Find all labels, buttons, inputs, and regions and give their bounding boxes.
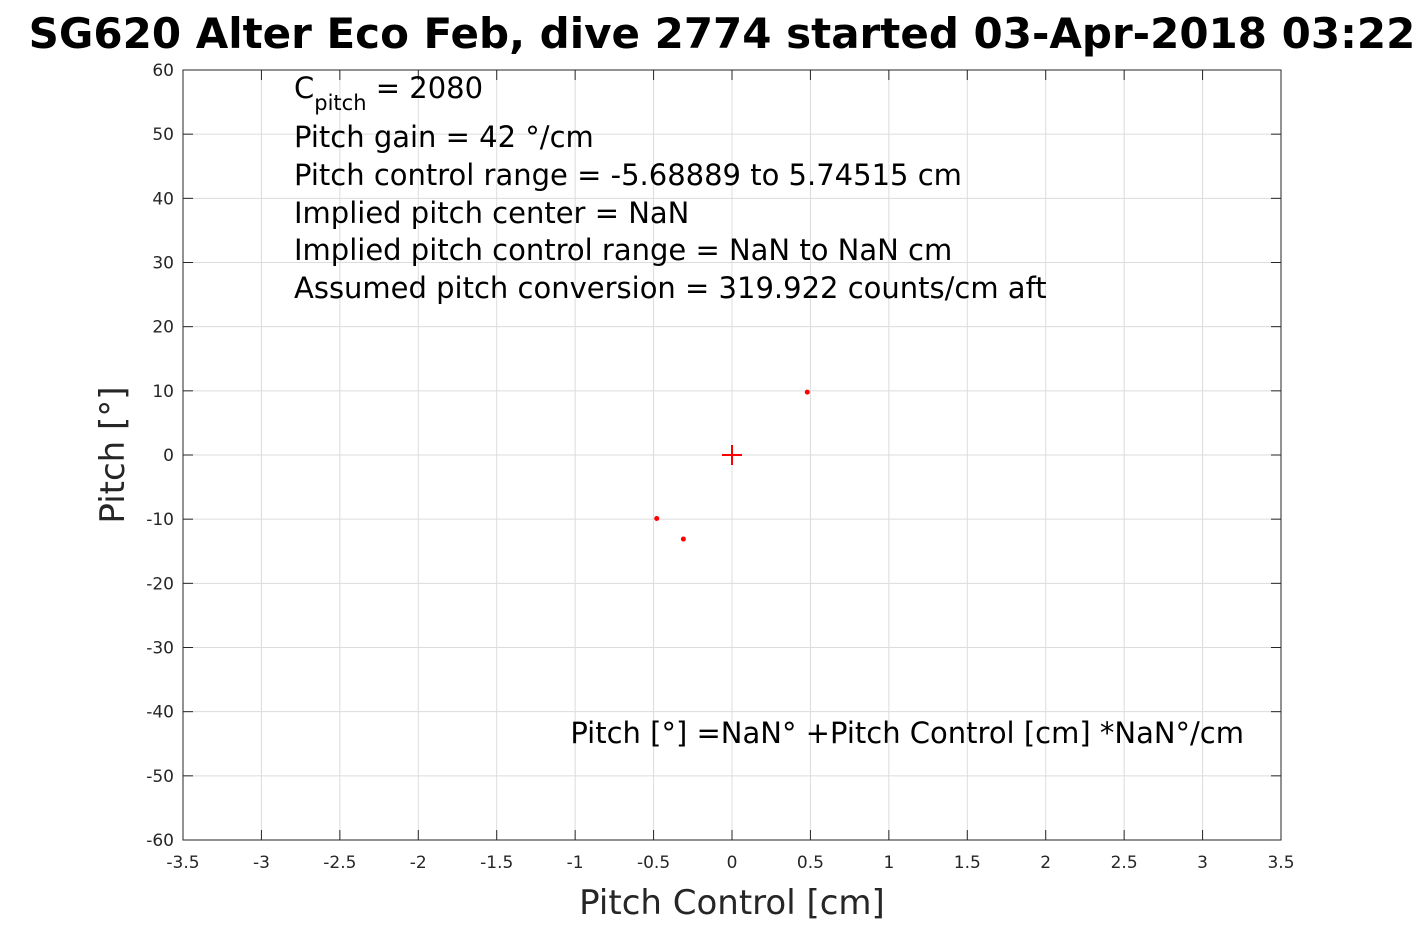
x-tick-label: 3.5 [1267, 853, 1294, 873]
y-tick-label: 30 [152, 254, 174, 274]
implied-center-annotation: Implied pitch center = NaN [294, 196, 689, 230]
c-pitch-value: = 2080 [367, 71, 484, 105]
x-tick-label: 0 [727, 853, 738, 873]
y-tick-label: -30 [146, 639, 174, 659]
x-tick-label: -1.5 [480, 853, 513, 873]
y-tick-label: -40 [146, 703, 174, 723]
x-tick-label: -1 [567, 853, 584, 873]
x-tick-label: 1 [883, 853, 894, 873]
pitch-gain-annotation: Pitch gain = 42 °/cm [294, 120, 594, 154]
y-tick-label: 10 [152, 382, 174, 402]
data-points [654, 389, 810, 542]
y-tick-label: -60 [146, 831, 174, 851]
x-tick-label: -3.5 [166, 853, 199, 873]
x-tick-label: -2.5 [323, 853, 356, 873]
scatter-point [804, 389, 810, 395]
c-pitch-symbol: C [294, 71, 314, 105]
scatter-point [654, 516, 660, 522]
x-tick-label: 0.5 [797, 853, 824, 873]
y-tick-label: -50 [146, 767, 174, 787]
y-tick-label: 40 [152, 189, 174, 209]
center-cross-marker [722, 445, 742, 465]
x-tick-label: -3 [253, 853, 270, 873]
x-tick-label: 2.5 [1111, 853, 1138, 873]
axis-ticks: -3.5 -3 -2.5 -2 -1.5 -1 -0.5 0 0.5 1 1.5 2 2.5 3 3.5 -6… [146, 61, 1294, 873]
x-tick-label: 1.5 [954, 853, 981, 873]
y-tick-label: 20 [152, 318, 174, 338]
fit-equation-annotation: Pitch [°] =NaN° +Pitch Control [cm] *NaN… [570, 716, 1244, 750]
y-axis-title: Pitch [°] [93, 386, 133, 523]
control-range-annotation: Pitch control range = -5.68889 to 5.7451… [294, 158, 962, 192]
grid-lines [182, 69, 1282, 841]
y-tick-label: 0 [163, 446, 174, 466]
y-tick-label: 60 [152, 61, 174, 81]
implied-range-annotation: Implied pitch control range = NaN to NaN… [294, 233, 952, 267]
y-tick-label: -20 [146, 574, 174, 594]
x-tick-label: 3 [1197, 853, 1208, 873]
c-pitch-subscript: pitch [314, 91, 366, 115]
y-tick-label: -10 [146, 510, 174, 530]
scatter-point [680, 536, 686, 542]
x-tick-label: -0.5 [637, 853, 670, 873]
assumed-conversion-annotation: Assumed pitch conversion = 319.922 count… [294, 271, 1047, 305]
y-tick-label: 50 [152, 125, 174, 145]
x-tick-label: -2 [410, 853, 427, 873]
x-tick-label: 2 [1040, 853, 1051, 873]
chart-title: SG620 Alter Eco Feb, dive 2774 started 0… [29, 9, 1416, 58]
c-pitch-annotation: Cpitch = 2080 [294, 71, 483, 115]
x-axis-title: Pitch Control [cm] [579, 883, 885, 923]
